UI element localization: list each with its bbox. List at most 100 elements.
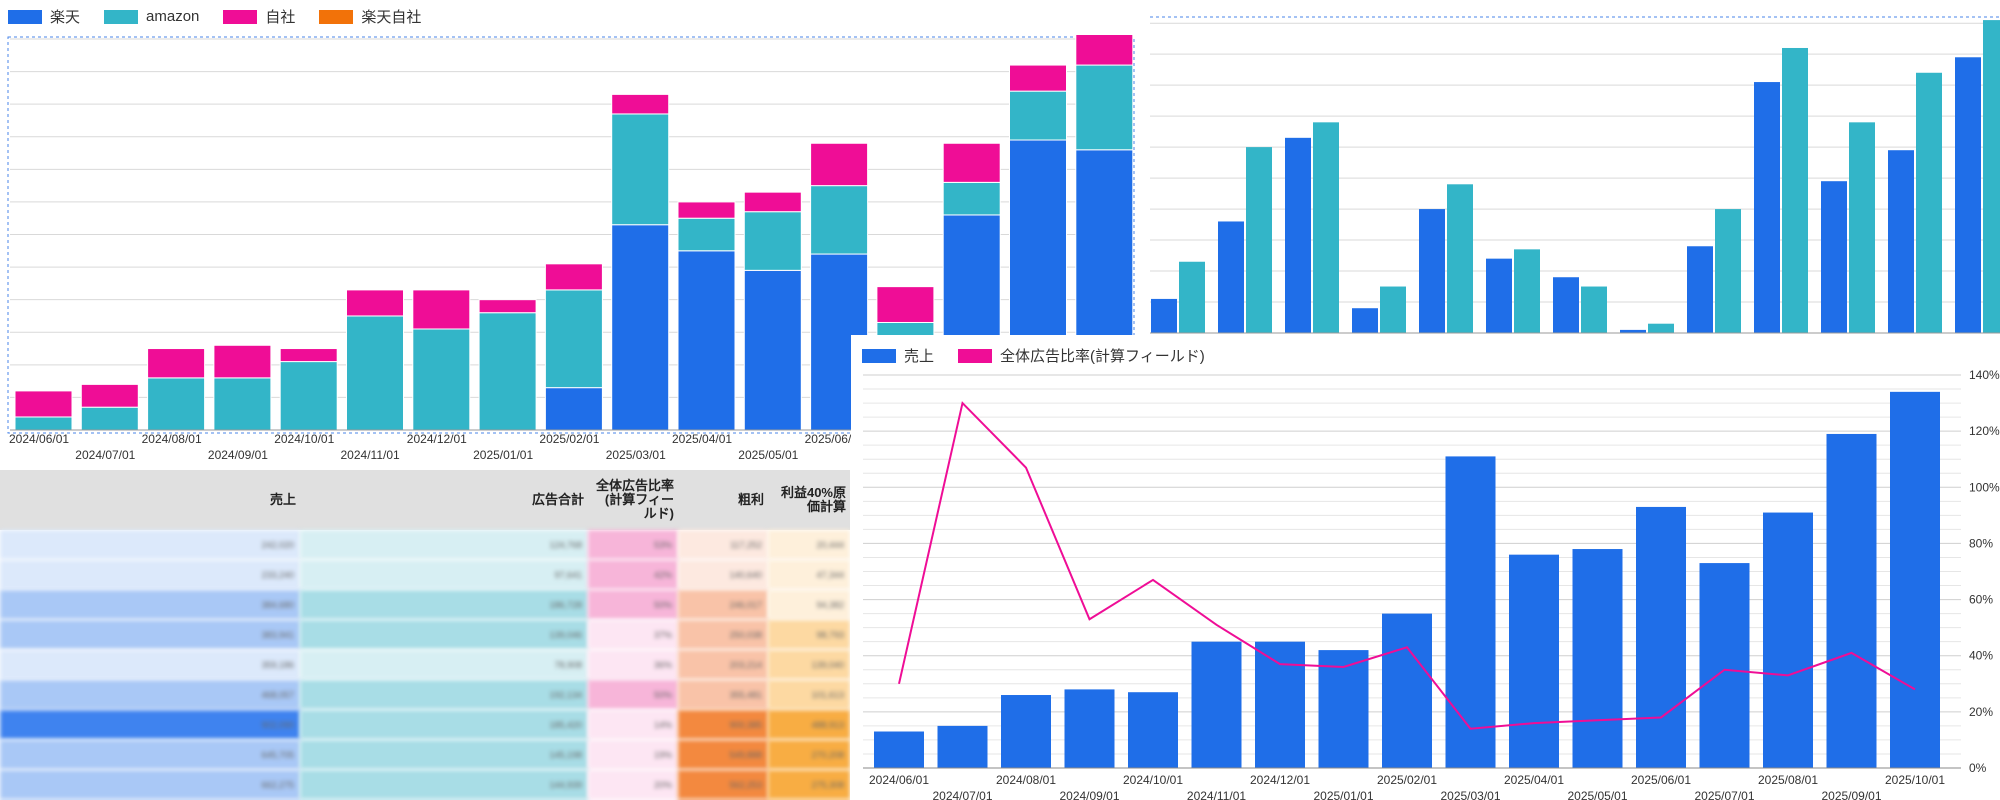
bar-segment-自社[interactable] bbox=[544, 263, 603, 291]
combo-legend-item[interactable]: 全体広告比率(計算フィールド) bbox=[958, 345, 1205, 366]
column-header[interactable]: 広告合計 bbox=[300, 470, 588, 530]
sales-bar[interactable] bbox=[1128, 692, 1178, 768]
bar-segment-楽天[interactable] bbox=[677, 250, 736, 431]
bar-segment-自社[interactable] bbox=[80, 383, 139, 408]
stacked-legend-item[interactable]: 自社 bbox=[223, 6, 295, 27]
sales-bar[interactable] bbox=[1636, 506, 1686, 768]
grouped-bar[interactable] bbox=[1419, 209, 1445, 333]
grouped-bar[interactable] bbox=[1581, 286, 1607, 333]
grouped-bar[interactable] bbox=[1514, 249, 1540, 333]
grouped-bar[interactable] bbox=[1821, 181, 1847, 333]
grouped-bar[interactable] bbox=[1916, 72, 1942, 333]
sales-bar[interactable] bbox=[1445, 456, 1496, 768]
grouped-bar[interactable] bbox=[1218, 221, 1244, 333]
bar-segment-自社[interactable] bbox=[942, 142, 1001, 183]
combo-legend-item[interactable]: 売上 bbox=[862, 345, 934, 366]
sales-bar[interactable] bbox=[1826, 433, 1877, 768]
bar-segment-amazon[interactable] bbox=[1075, 64, 1134, 151]
bar-segment-自社[interactable] bbox=[1009, 64, 1067, 92]
bar-segment-自社[interactable] bbox=[1075, 35, 1134, 66]
table-row[interactable]: 233,240 97,641 42% 140,640 47,344 bbox=[0, 559, 850, 590]
stacked-legend-item[interactable]: amazon bbox=[104, 8, 199, 25]
sales-bar[interactable] bbox=[1064, 689, 1115, 768]
sales-bar[interactable] bbox=[1699, 563, 1750, 768]
table-row[interactable]: 384,680 186,728 50% 246,017 94,382 bbox=[0, 589, 850, 620]
bar-segment-amazon[interactable] bbox=[478, 312, 537, 431]
table-row[interactable]: 902,090 185,420 14% 900,385 488,913 bbox=[0, 709, 850, 740]
bar-segment-自社[interactable] bbox=[279, 348, 338, 363]
grouped-bar[interactable] bbox=[1849, 122, 1875, 333]
table-row[interactable]: 383,941 139,046 37% 250,038 98,793 bbox=[0, 619, 850, 650]
grouped-bar[interactable] bbox=[1285, 137, 1311, 333]
bar-segment-自社[interactable] bbox=[743, 191, 802, 213]
bar-segment-amazon[interactable] bbox=[544, 289, 603, 389]
sales-bar[interactable] bbox=[1191, 641, 1242, 768]
bar-segment-自社[interactable] bbox=[810, 142, 869, 187]
bar-segment-自社[interactable] bbox=[677, 201, 736, 219]
bar-segment-amazon[interactable] bbox=[942, 181, 1001, 216]
bar-segment-楽天[interactable] bbox=[611, 224, 670, 431]
bar-segment-amazon[interactable] bbox=[147, 377, 206, 431]
grouped-bar[interactable] bbox=[1648, 323, 1674, 333]
sales-bar[interactable] bbox=[1509, 554, 1559, 768]
sales-bar[interactable] bbox=[874, 731, 924, 768]
grouped-bar[interactable] bbox=[1620, 329, 1646, 333]
grouped-bar[interactable] bbox=[1687, 246, 1713, 333]
bar-segment-自社[interactable] bbox=[147, 348, 206, 379]
grouped-bar[interactable] bbox=[1715, 209, 1741, 333]
bar-segment-自社[interactable] bbox=[213, 344, 272, 379]
sales-bar[interactable] bbox=[1255, 641, 1305, 768]
grouped-bar[interactable] bbox=[1754, 82, 1780, 333]
bar-segment-amazon[interactable] bbox=[743, 211, 802, 271]
column-header[interactable]: 売上 bbox=[0, 470, 300, 530]
grouped-bar[interactable] bbox=[1888, 150, 1914, 333]
column-header[interactable]: 全体広告比率(計算フィールド) bbox=[588, 470, 678, 530]
grouped-bar[interactable] bbox=[1151, 298, 1177, 333]
bar-segment-amazon[interactable] bbox=[279, 361, 338, 431]
grouped-bar[interactable] bbox=[1782, 47, 1808, 333]
column-header[interactable]: 利益40%原価計算 bbox=[768, 470, 850, 530]
bar-segment-自社[interactable] bbox=[346, 289, 404, 317]
table-row[interactable]: 468,057 192,134 50% 355,481 101,613 bbox=[0, 679, 850, 710]
grouped-bar[interactable] bbox=[1313, 122, 1339, 333]
bar-segment-amazon[interactable] bbox=[213, 377, 272, 431]
bar-segment-amazon[interactable] bbox=[412, 328, 471, 431]
grouped-bar[interactable] bbox=[1486, 258, 1512, 333]
grouped-bar[interactable] bbox=[1955, 57, 1981, 334]
table-row[interactable]: 662,275 144,939 20% 562,253 275,308 bbox=[0, 769, 850, 800]
grouped-bar[interactable] bbox=[1179, 261, 1205, 333]
sales-bar[interactable] bbox=[1890, 391, 1940, 768]
column-header[interactable]: 粗利 bbox=[678, 470, 768, 530]
table-row[interactable]: 242,020 124,768 53% 117,252 20,444 bbox=[0, 530, 850, 560]
bar-segment-amazon[interactable] bbox=[80, 406, 139, 431]
bar-segment-自社[interactable] bbox=[611, 93, 670, 115]
bar-segment-自社[interactable] bbox=[412, 289, 471, 330]
grouped-bar[interactable] bbox=[1246, 147, 1272, 333]
grouped-bar[interactable] bbox=[1380, 286, 1406, 333]
bar-segment-amazon[interactable] bbox=[611, 113, 670, 226]
bar-segment-楽天[interactable] bbox=[544, 387, 603, 431]
bar-segment-自社[interactable] bbox=[14, 390, 73, 418]
grouped-bar[interactable] bbox=[1983, 20, 2000, 333]
sales-bar[interactable] bbox=[1763, 512, 1813, 768]
bar-segment-amazon[interactable] bbox=[346, 315, 404, 431]
bar-segment-自社[interactable] bbox=[478, 299, 537, 314]
table-row[interactable]: 359,186 78,908 36% 203,214 139,040 bbox=[0, 649, 850, 680]
bar-segment-amazon[interactable] bbox=[1009, 90, 1067, 141]
bar-segment-amazon[interactable] bbox=[677, 217, 736, 252]
bar-segment-楽天[interactable] bbox=[743, 269, 802, 431]
bar-segment-amazon[interactable] bbox=[14, 416, 73, 431]
grouped-bar[interactable] bbox=[1352, 308, 1378, 333]
sales-bar[interactable] bbox=[1382, 613, 1432, 768]
ad-ratio-line[interactable] bbox=[898, 401, 1916, 730]
grouped-bar[interactable] bbox=[1553, 277, 1579, 333]
bar-segment-自社[interactable] bbox=[876, 286, 935, 323]
sales-bar[interactable] bbox=[1318, 650, 1369, 768]
grouped-bar[interactable] bbox=[1447, 184, 1473, 333]
stacked-legend-item[interactable]: 楽天 bbox=[8, 6, 80, 27]
table-row[interactable]: 645,705 145,198 19% 549,888 270,208 bbox=[0, 739, 850, 770]
sales-bar[interactable] bbox=[937, 725, 988, 768]
sales-bar[interactable] bbox=[1572, 549, 1623, 768]
stacked-legend-item[interactable]: 楽天自社 bbox=[319, 6, 421, 27]
bar-segment-amazon[interactable] bbox=[810, 185, 869, 255]
